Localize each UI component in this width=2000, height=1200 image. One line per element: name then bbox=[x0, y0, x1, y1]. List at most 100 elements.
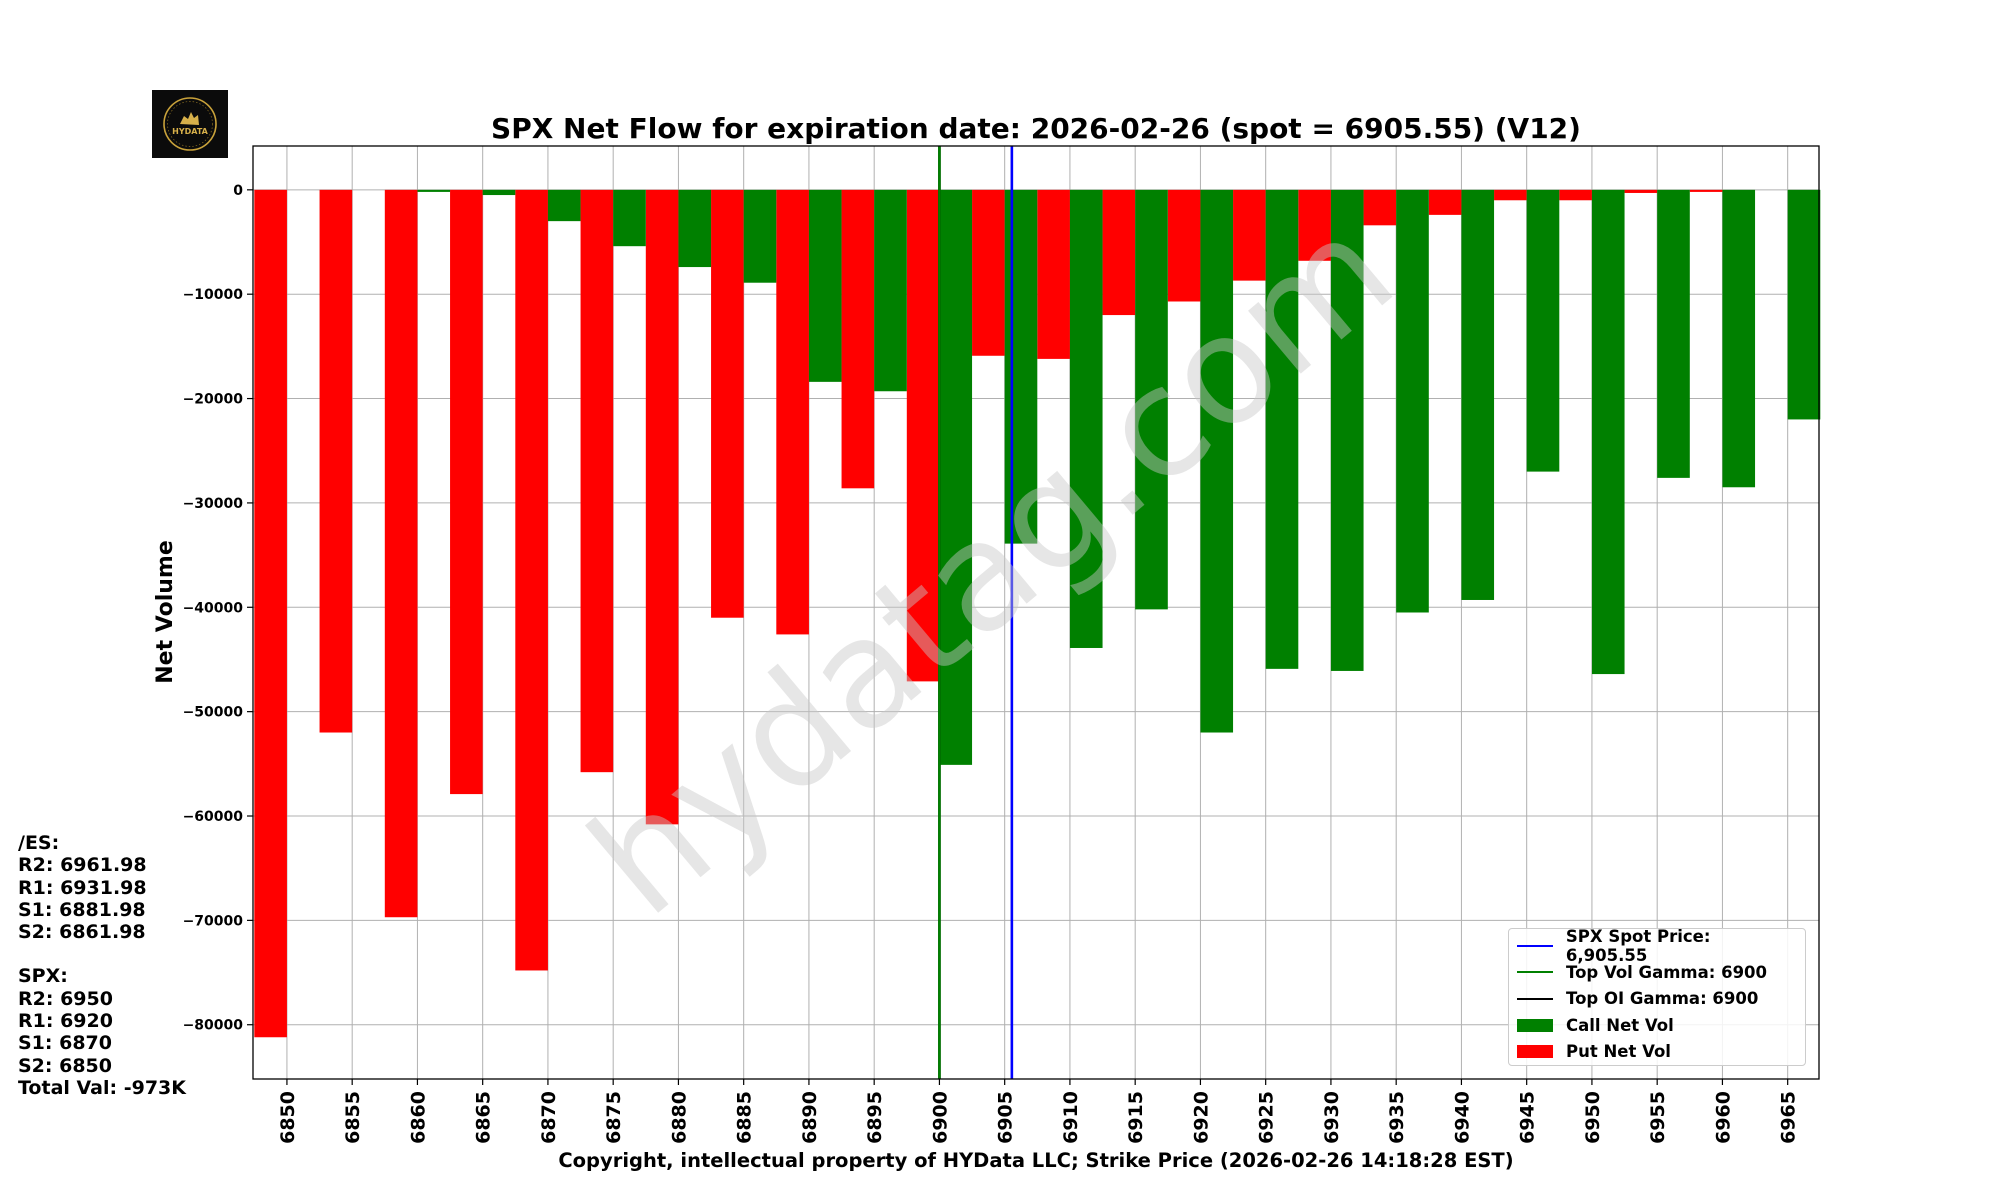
legend-item-oi-gamma: Top OI Gamma: 6900 bbox=[1517, 986, 1797, 1012]
levels-panel: /ES: R2: 6961.98 R1: 6931.98 S1: 6881.98… bbox=[18, 832, 186, 1099]
put-bar bbox=[580, 189, 614, 773]
x-tick-label: 6870 bbox=[538, 1091, 560, 1144]
put-bar bbox=[1167, 189, 1201, 302]
put-bar bbox=[1298, 189, 1331, 261]
y-tick-label: −10000 bbox=[183, 287, 244, 303]
call-bar bbox=[1591, 189, 1625, 675]
y-tick-label: −50000 bbox=[183, 705, 244, 721]
call-bar bbox=[1787, 189, 1821, 420]
put-bar bbox=[319, 189, 353, 733]
spx-s2: S2: 6850 bbox=[18, 1054, 112, 1077]
legend-item-vol-gamma: Top Vol Gamma: 6900 bbox=[1517, 959, 1797, 985]
call-bar bbox=[482, 189, 516, 196]
x-tick-label: 6880 bbox=[668, 1091, 690, 1144]
put-bar bbox=[1102, 189, 1136, 316]
put-bar bbox=[1624, 189, 1658, 193]
call-bar bbox=[1461, 189, 1495, 600]
put-bar bbox=[1428, 189, 1462, 215]
put-bar bbox=[645, 189, 679, 825]
bars bbox=[254, 189, 1821, 1038]
x-tick-label: 6915 bbox=[1125, 1091, 1147, 1144]
logo-emblem-icon: HYDATA bbox=[163, 97, 217, 151]
y-tick-label: −40000 bbox=[183, 600, 244, 616]
legend-swatch-put bbox=[1517, 1044, 1553, 1058]
put-bar bbox=[1363, 189, 1397, 226]
es-s2: S2: 6861.98 bbox=[18, 921, 146, 944]
x-tick-label: 6920 bbox=[1190, 1091, 1212, 1144]
legend-label-vol-gamma: Top Vol Gamma: 6900 bbox=[1566, 962, 1768, 982]
x-tick-label: 6925 bbox=[1256, 1091, 1278, 1144]
legend-swatch-vol-gamma bbox=[1517, 971, 1553, 974]
y-tick-label: −20000 bbox=[183, 392, 244, 408]
x-tick-label: 6960 bbox=[1712, 1091, 1734, 1144]
call-bar bbox=[1004, 189, 1038, 544]
x-tick-label: 6890 bbox=[799, 1091, 821, 1144]
hydata-logo: HYDATA bbox=[152, 90, 228, 158]
call-bar bbox=[808, 189, 842, 382]
x-axis-label: Copyright, intellectual property of HYDa… bbox=[558, 1149, 1513, 1172]
y-tick-label: −60000 bbox=[183, 809, 244, 825]
legend: SPX Spot Price: 6,905.55 Top Vol Gamma: … bbox=[1508, 927, 1806, 1066]
x-tick-label: 6855 bbox=[342, 1091, 364, 1144]
chart-title: SPX Net Flow for expiration date: 2026-0… bbox=[491, 112, 1581, 145]
call-bar bbox=[417, 189, 451, 192]
put-bar bbox=[384, 189, 418, 918]
x-tick-label: 6940 bbox=[1451, 1091, 1473, 1144]
reference-lines bbox=[938, 146, 1014, 1079]
x-tick-label: 6895 bbox=[864, 1091, 886, 1144]
x-tick-label: 6910 bbox=[1060, 1091, 1082, 1144]
legend-item-call: Call Net Vol bbox=[1517, 1012, 1797, 1038]
put-bar bbox=[450, 189, 483, 795]
x-tick-label: 6955 bbox=[1647, 1091, 1669, 1144]
call-bar bbox=[547, 189, 581, 222]
call-bar bbox=[678, 189, 712, 268]
put-bar bbox=[776, 189, 809, 635]
plot-frame bbox=[252, 145, 1820, 1080]
call-bar bbox=[1200, 189, 1234, 733]
put-bar bbox=[254, 189, 287, 1038]
put-bar bbox=[1689, 189, 1723, 192]
legend-label-put: Put Net Vol bbox=[1566, 1041, 1671, 1061]
x-tick-label: 6930 bbox=[1321, 1091, 1343, 1144]
call-bar bbox=[1722, 189, 1756, 488]
x-tick-label: 6885 bbox=[734, 1091, 756, 1144]
call-bar bbox=[613, 189, 646, 247]
spx-header: SPX: bbox=[18, 965, 68, 988]
call-bar bbox=[1069, 189, 1103, 648]
legend-item-spot: SPX Spot Price: 6,905.55 bbox=[1517, 927, 1797, 965]
put-bar bbox=[515, 189, 548, 971]
x-tick-label: 6935 bbox=[1386, 1091, 1408, 1144]
put-bar bbox=[1559, 189, 1592, 201]
legend-swatch-call bbox=[1517, 1018, 1553, 1032]
x-tick-label: 6860 bbox=[407, 1091, 429, 1144]
legend-swatch-spot bbox=[1517, 945, 1553, 948]
call-bar bbox=[1135, 189, 1168, 610]
es-header: /ES: bbox=[18, 832, 60, 854]
call-bar bbox=[1526, 189, 1560, 472]
legend-label-call: Call Net Vol bbox=[1566, 1015, 1674, 1035]
put-bar bbox=[841, 189, 875, 489]
spx-s1: S1: 6870 bbox=[18, 1032, 112, 1055]
put-bar bbox=[906, 189, 940, 682]
x-tick-label: 6850 bbox=[277, 1091, 299, 1144]
call-bar bbox=[743, 189, 777, 283]
call-bar bbox=[939, 189, 973, 765]
call-bar bbox=[1396, 189, 1429, 613]
put-bar bbox=[1233, 189, 1266, 281]
x-tick-label: 6900 bbox=[929, 1091, 951, 1144]
total-val: Total Val: -973K bbox=[18, 1076, 187, 1099]
legend-label-oi-gamma: Top OI Gamma: 6900 bbox=[1566, 989, 1759, 1009]
axis-ticks: 0 −10000 −20000 −30000 −40000 −50000 −60000 −70… bbox=[183, 183, 1800, 1144]
legend-item-put: Put Net Vol bbox=[1517, 1038, 1797, 1064]
x-tick-label: 6905 bbox=[995, 1091, 1017, 1144]
x-tick-label: 6965 bbox=[1778, 1091, 1800, 1144]
call-bar bbox=[874, 189, 907, 392]
y-tick-label: 0 bbox=[233, 183, 243, 199]
x-tick-label: 6950 bbox=[1582, 1091, 1604, 1144]
put-bar bbox=[711, 189, 744, 618]
put-bar bbox=[1494, 189, 1527, 201]
spacer bbox=[18, 943, 186, 965]
x-tick-label: 6865 bbox=[473, 1091, 495, 1144]
call-bar bbox=[1265, 189, 1299, 669]
